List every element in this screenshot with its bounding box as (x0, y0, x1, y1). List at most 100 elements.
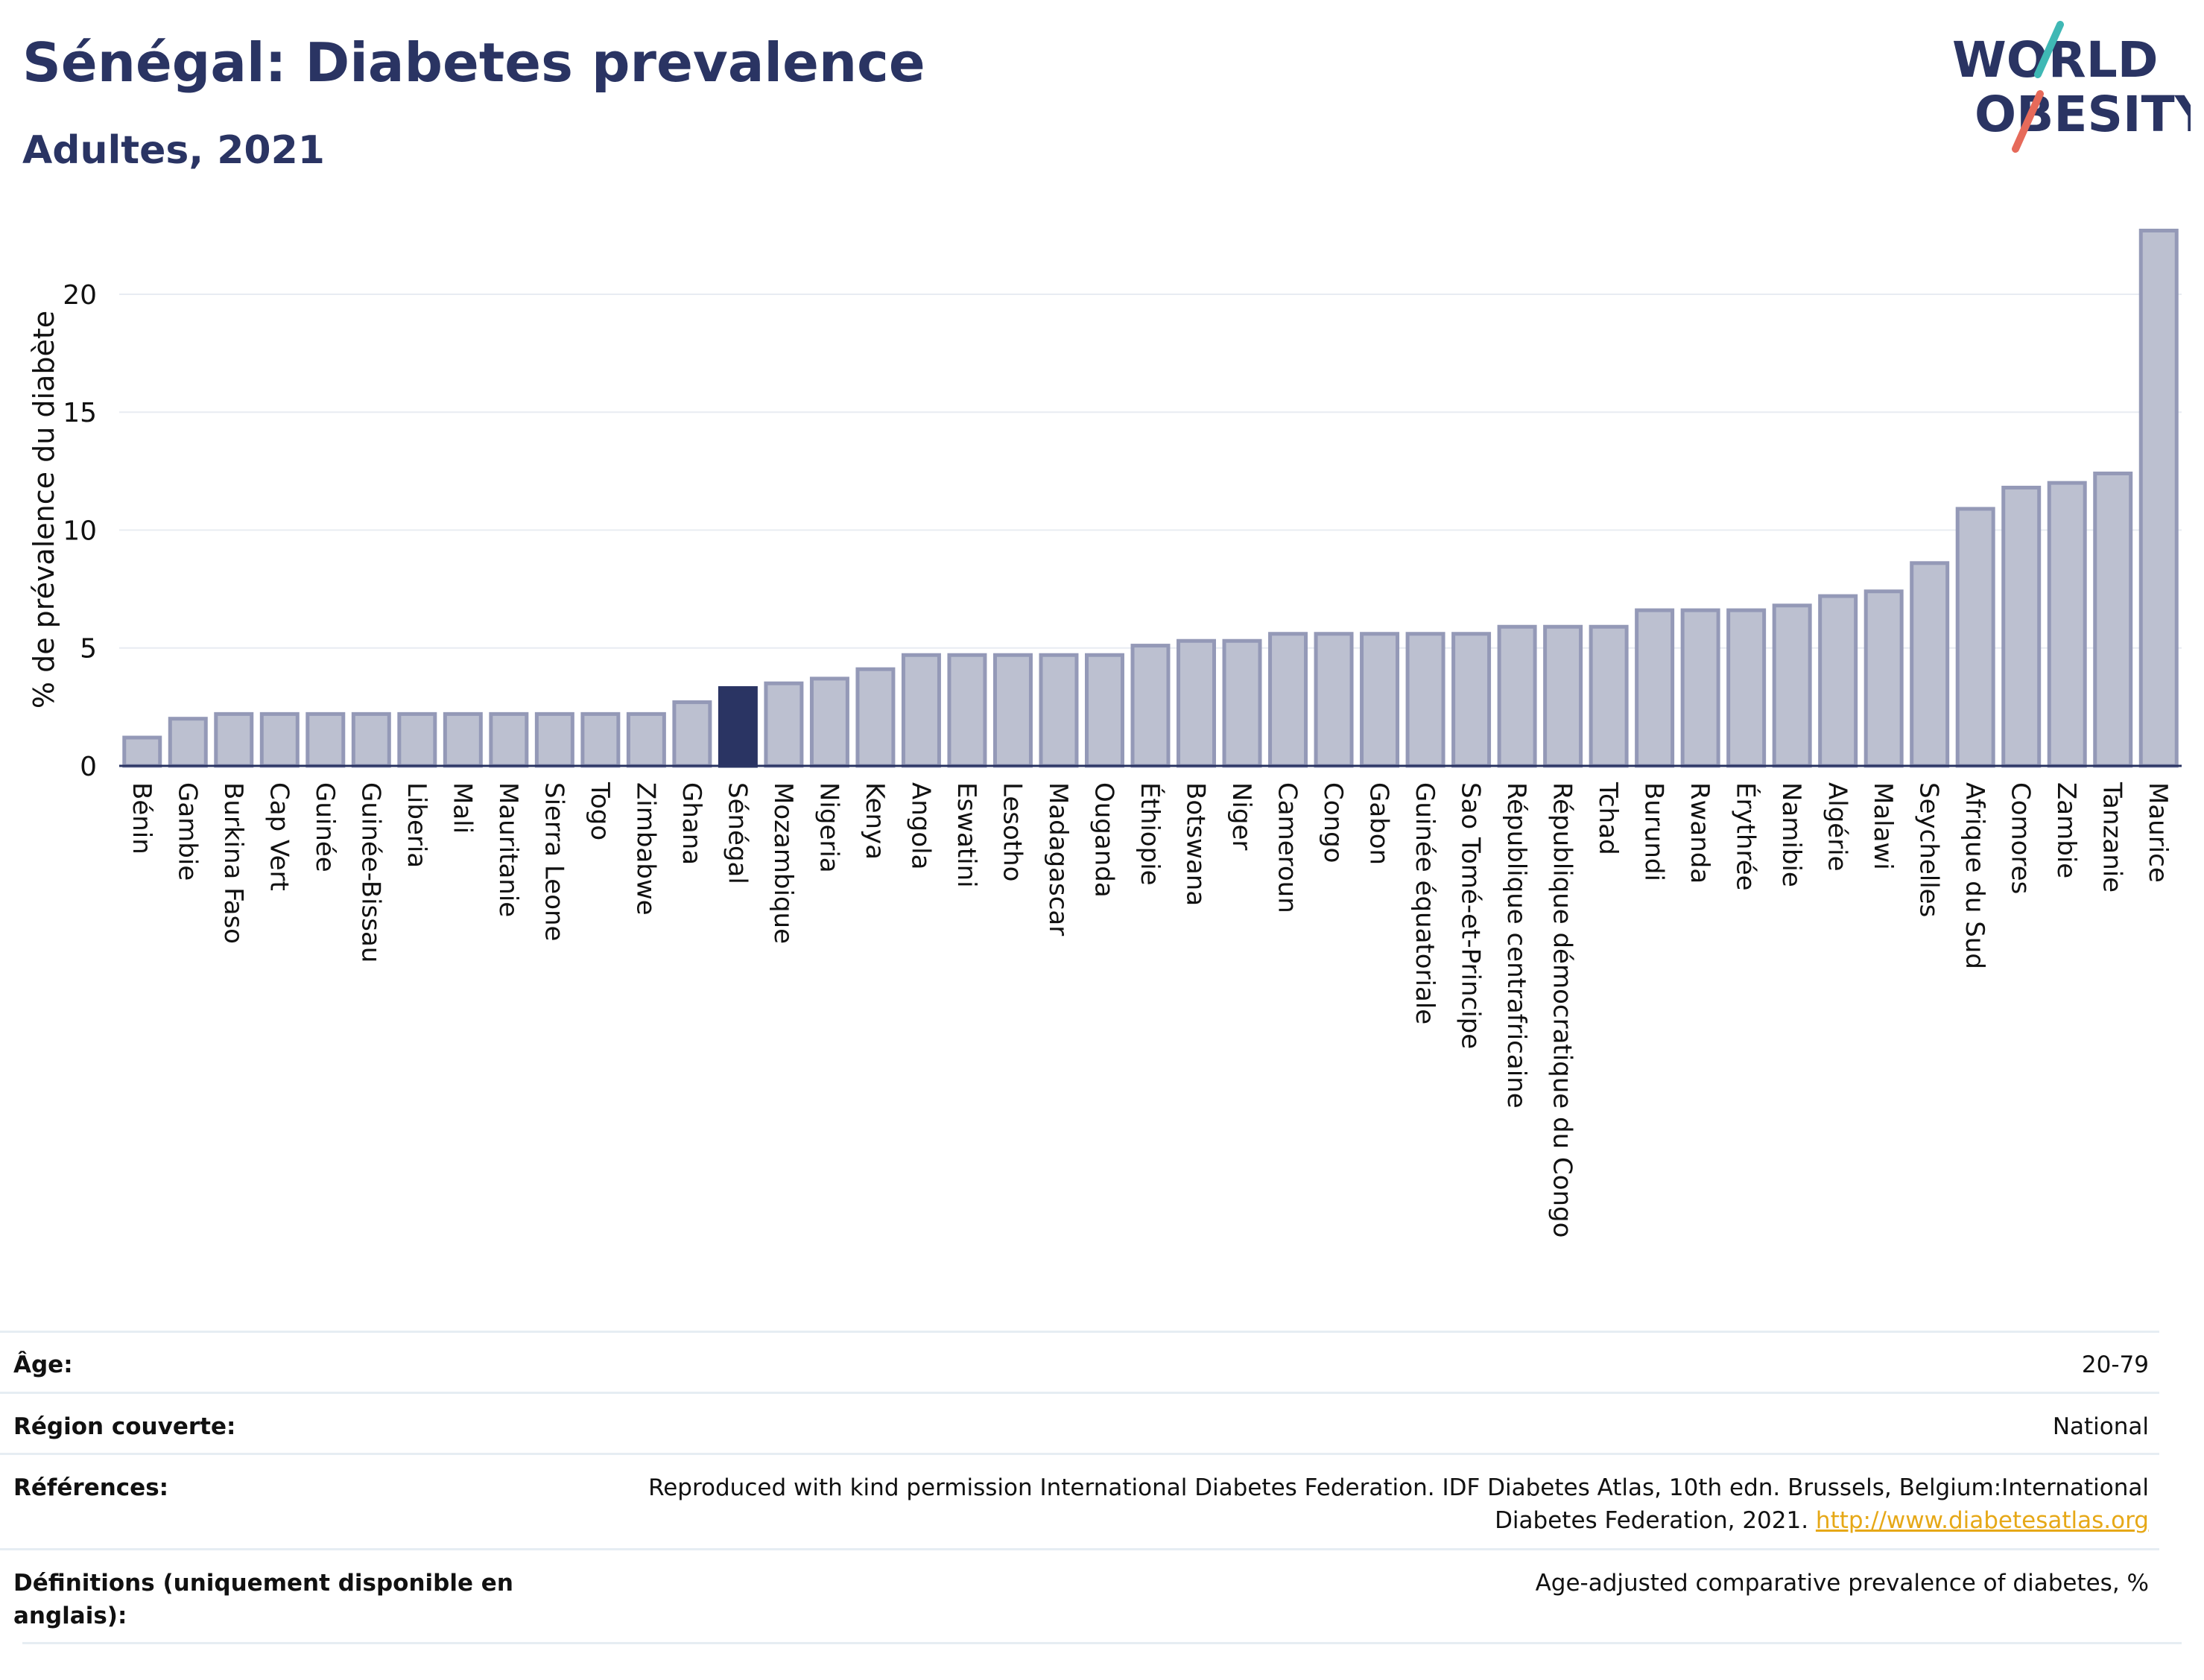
bar-Seychelles (1910, 561, 1950, 768)
bar-Zimbabwe (626, 711, 666, 768)
bar-Mozambique (764, 681, 804, 768)
bar-Angola (901, 653, 941, 768)
definitions-label: Définitions (uniquement disponible en an… (13, 1567, 513, 1632)
x-tick-label: Maurice (2143, 782, 2173, 883)
meta-row-age: Âge: 20-79 (0, 1331, 2159, 1392)
logo-slash-coral (2012, 90, 2044, 153)
age-value: 20-79 (2081, 1351, 2149, 1378)
x-tick-label: République centrafricaine (1501, 782, 1531, 1109)
meta-row-references: Références: Reproduced with kind permiss… (0, 1453, 2159, 1550)
meta-row-region: Région couverte: National (0, 1392, 2159, 1455)
y-axis-label: % de prévalence du diabète (28, 311, 60, 709)
meta-divider-top (0, 1331, 2159, 1333)
x-tick-label: Lesotho (997, 782, 1027, 881)
bar-chart: 0 5 10 15 20 Bénin Gambie Burkina Faso Cap Vert… (28, 228, 2182, 1237)
y-tick-label: 20 (63, 280, 97, 311)
x-tick-label: Zimbabwe (630, 782, 660, 916)
bar-Algérie (1818, 594, 1858, 768)
bar-Cameroun (1268, 632, 1308, 768)
bar-Afrique du Sud (1955, 507, 1995, 768)
diabetes-atlas-link[interactable]: http://www.diabetesatlas.org (1815, 1507, 2149, 1534)
y-tick-label: 0 (80, 752, 97, 782)
x-tick-label: Namibie (1776, 782, 1806, 887)
bar-Namibie (1772, 603, 1812, 768)
x-tick-label: Kenya (860, 782, 890, 860)
bar-Madagascar (1039, 653, 1079, 768)
bar-Gabon (1360, 632, 1400, 768)
y-tick-labels: 0 5 10 15 20 (63, 280, 97, 782)
x-tick-label: Burundi (1639, 782, 1669, 881)
region-label: Région couverte: (13, 1413, 236, 1440)
bar-Ghana (672, 700, 712, 768)
x-tick-label: Nigeria (814, 782, 843, 873)
meta-row-definitions: Définitions (uniquement disponible en an… (0, 1548, 2159, 1644)
bar-Congo (1314, 632, 1354, 768)
bar-Sierra Leone (534, 711, 574, 768)
bar-Rwanda (1680, 608, 1720, 768)
x-tick-label: Cameroun (1273, 782, 1302, 913)
bar-Burundi (1635, 608, 1675, 768)
x-tick-label: Madagascar (1043, 782, 1073, 936)
bar-Sénégal (718, 686, 758, 768)
definitions-value: Age-adjusted comparative prevalence of d… (1535, 1570, 2149, 1597)
x-tick-label: Sao Tomé-et-Principe (1456, 782, 1486, 1049)
x-tick-label: Comores (2006, 782, 2036, 894)
bar-Togo (580, 711, 621, 768)
bar-Guinée-Bissau (351, 711, 391, 768)
x-tick-label: Angola (905, 782, 935, 869)
bar-Érythrée (1726, 608, 1767, 768)
x-tick-label: Bénin (127, 782, 156, 855)
chart-title: Sénégal: Diabetes prevalence (22, 31, 925, 94)
references-value: Reproduced with kind permission Internat… (648, 1471, 2149, 1537)
bar-Guinée équatoriale (1405, 632, 1445, 768)
logo-slash-teal (2034, 21, 2064, 78)
bars (122, 228, 2179, 768)
x-tick-label: Burkina Faso (218, 782, 248, 944)
x-tick-label: Guinée-Bissau (355, 782, 385, 963)
bar-Niger (1222, 638, 1262, 768)
x-tick-label: Éthiopie (1135, 782, 1165, 886)
bar-Nigeria (809, 676, 849, 768)
bar-Kenya (855, 667, 896, 768)
x-tick-label: Gambie (172, 782, 202, 881)
bar-Mali (443, 711, 483, 768)
x-tick-label: Ghana (677, 782, 706, 865)
bar-Eswatini (947, 653, 987, 768)
x-tick-labels: Bénin Gambie Burkina Faso Cap Vert Guinée Gui… (127, 782, 2173, 1237)
x-tick-label: Gabon (1364, 782, 1394, 865)
chart-subtitle: Adultes, 2021 (22, 128, 325, 173)
bar-Tanzanie (2093, 472, 2133, 768)
bar-Lesotho (992, 653, 1033, 768)
x-tick-label: Congo (1318, 782, 1348, 863)
bar-Ouganda (1084, 653, 1124, 768)
bar-Zambie (2047, 481, 2087, 768)
x-tick-label: Ouganda (1089, 782, 1118, 898)
x-tick-label: Cap Vert (264, 782, 294, 891)
world-obesity-logo: WORLD OBESITY (1952, 21, 2191, 153)
bar-Maurice (2138, 228, 2179, 768)
x-tick-label: Togo (585, 782, 615, 840)
x-tick-label: Seychelles (1914, 782, 1944, 917)
y-tick-label: 10 (63, 516, 97, 546)
logo-word-obesity: OBESITY (1975, 86, 2191, 143)
definitions-label-line-2: anglais): (13, 1603, 127, 1629)
x-tick-label: Mali (447, 782, 477, 834)
x-tick-label: République démocratique du Congo (1548, 782, 1577, 1237)
bar-Bénin (122, 735, 162, 768)
bar-Botswana (1177, 638, 1217, 768)
x-tick-label: Eswatini (951, 782, 981, 888)
bar-Tchad (1589, 624, 1629, 768)
bar-République démocratique du Congo (1543, 624, 1583, 768)
x-tick-label: Sénégal (722, 782, 752, 884)
bar-Guinée (305, 711, 346, 768)
bar-Comores (2001, 486, 2042, 768)
x-tick-label: Niger (1226, 782, 1256, 850)
x-tick-label: Algérie (1823, 782, 1852, 872)
x-tick-label: Afrique du Sud (1960, 782, 1989, 969)
bar-Malawi (1863, 589, 1904, 768)
region-value: National (2052, 1413, 2149, 1440)
y-tick-label: 15 (63, 398, 97, 428)
x-tick-label: Guinée équatoriale (1410, 782, 1440, 1024)
x-tick-label: Tchad (1593, 782, 1623, 855)
references-text: Diabetes Federation, 2021. (1495, 1507, 1816, 1534)
